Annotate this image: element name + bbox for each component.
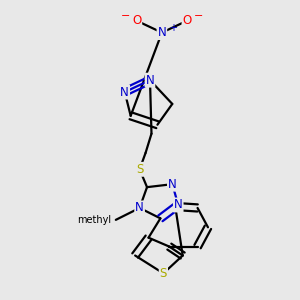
Text: N: N [120,85,129,98]
Text: N: N [135,202,144,214]
Text: N: N [168,178,177,191]
Text: N: N [158,26,166,39]
Text: N: N [146,74,154,87]
Text: O: O [132,14,141,27]
Text: −: − [194,11,203,21]
Text: O: O [182,14,192,27]
Text: +: + [169,23,177,33]
Text: methyl: methyl [77,215,111,225]
Text: −: − [121,11,130,21]
Text: N: N [174,199,183,212]
Text: S: S [136,163,143,176]
Text: S: S [160,267,167,280]
